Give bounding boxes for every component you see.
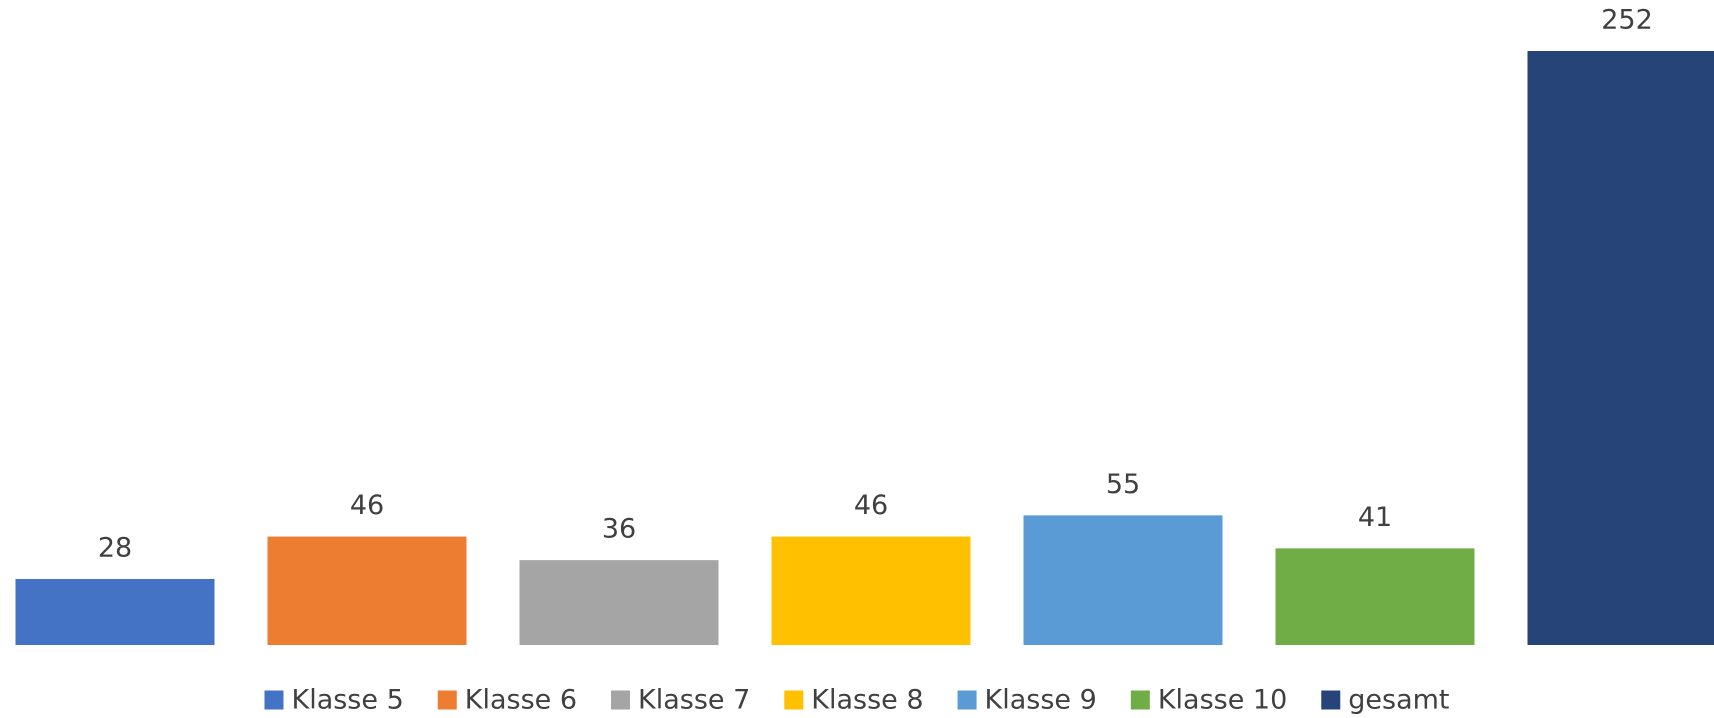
legend-swatch: [611, 690, 631, 710]
legend-swatch: [1130, 690, 1150, 710]
legend-swatch: [264, 690, 284, 710]
legend-label: Klasse 9: [985, 685, 1097, 716]
data-label: 28: [98, 533, 132, 564]
legend-swatch: [437, 690, 457, 710]
legend-label: Klasse 10: [1158, 685, 1287, 716]
data-label: 46: [350, 490, 384, 521]
data-label: 46: [854, 490, 888, 521]
bar: [1527, 51, 1714, 645]
bar: [1023, 515, 1223, 645]
legend-label: Klasse 5: [291, 685, 403, 716]
legend-label: Klasse 8: [811, 685, 923, 716]
bar: [1275, 548, 1475, 645]
data-label: 36: [602, 514, 636, 545]
data-label: 55: [1106, 469, 1140, 500]
legend-label: gesamt: [1348, 685, 1449, 716]
bar: [15, 579, 215, 645]
bar: [519, 560, 719, 645]
legend-swatch: [1321, 690, 1341, 710]
data-label: 41: [1358, 502, 1392, 533]
data-label: 252: [1601, 5, 1653, 36]
legend-label: Klasse 6: [465, 685, 577, 716]
bar: [267, 536, 467, 645]
legend-label: Klasse 7: [638, 685, 750, 716]
bar: [771, 536, 971, 645]
legend-swatch: [957, 690, 977, 710]
legend-swatch: [784, 690, 804, 710]
